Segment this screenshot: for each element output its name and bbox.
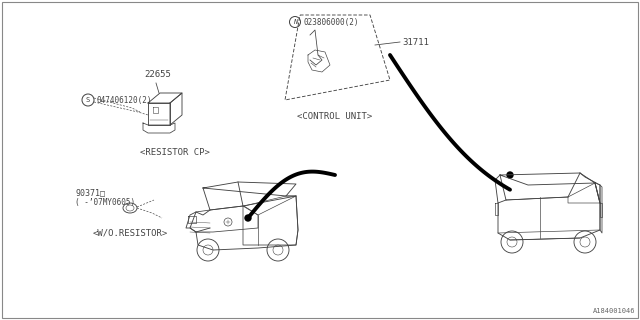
- Text: <W/O.RESISTOR>: <W/O.RESISTOR>: [92, 228, 168, 237]
- Text: 31711: 31711: [402, 37, 429, 46]
- Circle shape: [507, 172, 513, 178]
- Circle shape: [245, 215, 251, 221]
- Text: S: S: [86, 97, 90, 103]
- Text: N: N: [293, 19, 297, 25]
- Text: 90371□: 90371□: [75, 188, 105, 197]
- Text: <RESISTOR CP>: <RESISTOR CP>: [140, 148, 210, 157]
- Text: <CONTROL UNIT>: <CONTROL UNIT>: [298, 112, 372, 121]
- Text: ( -’07MY0605): ( -’07MY0605): [75, 197, 135, 206]
- Text: 22655: 22655: [145, 70, 172, 79]
- Text: 023806000(2): 023806000(2): [303, 18, 358, 27]
- Text: 047406120(2): 047406120(2): [96, 95, 152, 105]
- Text: A184001046: A184001046: [593, 308, 635, 314]
